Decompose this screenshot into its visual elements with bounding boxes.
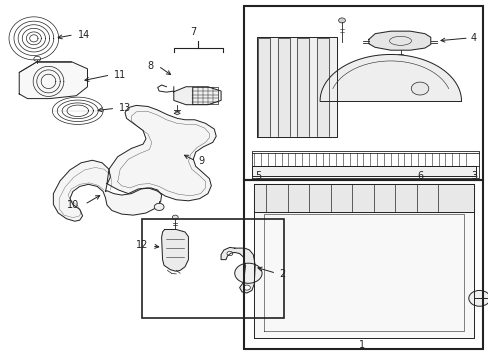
Text: 9: 9 <box>198 156 204 166</box>
Bar <box>142 220 283 318</box>
Polygon shape <box>254 184 473 338</box>
Polygon shape <box>173 87 221 105</box>
Polygon shape <box>277 39 289 136</box>
Polygon shape <box>174 112 180 115</box>
Text: 13: 13 <box>119 103 131 113</box>
Polygon shape <box>297 39 309 136</box>
Polygon shape <box>221 247 255 293</box>
Text: 8: 8 <box>147 60 153 71</box>
Text: 10: 10 <box>67 200 80 210</box>
Polygon shape <box>320 54 461 101</box>
Polygon shape <box>368 31 430 50</box>
Text: 3: 3 <box>470 171 476 181</box>
Text: 11: 11 <box>114 70 126 80</box>
Text: 2: 2 <box>279 269 285 279</box>
Polygon shape <box>316 39 328 136</box>
Polygon shape <box>161 229 188 271</box>
Polygon shape <box>53 160 161 221</box>
Polygon shape <box>254 184 473 212</box>
Circle shape <box>410 82 428 95</box>
Bar <box>244 180 483 348</box>
Polygon shape <box>19 62 87 99</box>
Text: 4: 4 <box>469 33 475 43</box>
Bar <box>244 6 483 180</box>
Polygon shape <box>251 166 475 176</box>
Circle shape <box>338 18 345 23</box>
Circle shape <box>226 251 232 256</box>
Text: 6: 6 <box>417 171 423 181</box>
Text: 12: 12 <box>135 239 148 249</box>
Circle shape <box>154 203 163 211</box>
Text: 5: 5 <box>255 171 261 181</box>
Polygon shape <box>258 39 270 136</box>
Polygon shape <box>256 37 336 137</box>
Polygon shape <box>107 105 216 201</box>
Circle shape <box>234 263 262 283</box>
Text: 1: 1 <box>359 340 365 350</box>
Circle shape <box>468 291 488 306</box>
Text: 14: 14 <box>78 30 90 40</box>
Circle shape <box>172 215 178 220</box>
Text: 7: 7 <box>190 27 196 37</box>
Circle shape <box>243 285 250 290</box>
